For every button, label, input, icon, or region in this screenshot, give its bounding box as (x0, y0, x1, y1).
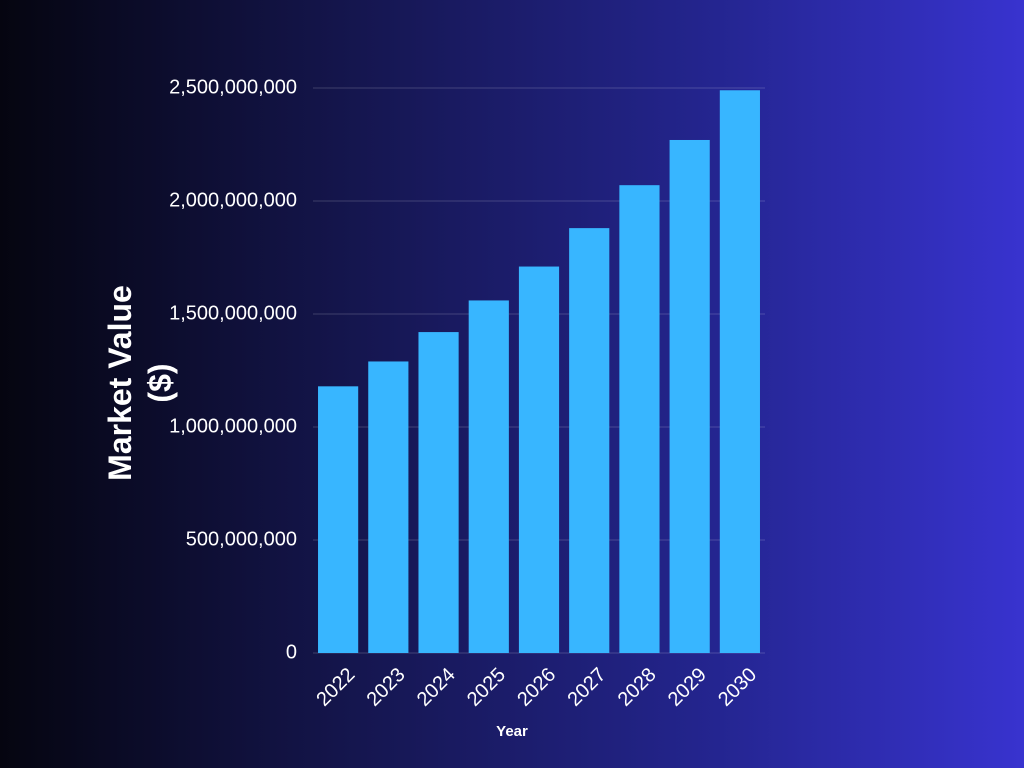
x-tick-label: 2028 (614, 664, 661, 711)
y-axis-title: Market Value ($) (102, 285, 178, 481)
x-tick-label: 2030 (714, 664, 761, 711)
bar (719, 90, 760, 653)
x-tick-label: 2023 (363, 664, 410, 711)
bar (669, 139, 710, 654)
x-axis-title: Year (496, 723, 528, 740)
bar (468, 300, 509, 653)
bar (368, 361, 409, 653)
bar (418, 332, 459, 653)
x-tick-label: 2027 (563, 664, 610, 711)
x-tick-label: 2022 (312, 664, 359, 711)
bar (518, 266, 560, 653)
bar (569, 228, 610, 653)
y-tick-label: 2,000,000,000 (169, 189, 297, 211)
x-tick-label: 2024 (413, 664, 460, 711)
y-tick-label: 0 (286, 641, 297, 663)
x-tick-label: 2026 (513, 664, 560, 711)
y-tick-label: 2,500,000,000 (169, 76, 297, 98)
y-tick-label: 1,000,000,000 (169, 415, 297, 437)
x-tick-label: 2029 (664, 664, 711, 711)
bar (318, 386, 359, 653)
bar (619, 185, 660, 653)
x-tick-label: 2025 (463, 664, 510, 711)
y-tick-label: 500,000,000 (186, 528, 297, 550)
y-tick-label: 1,500,000,000 (169, 302, 297, 324)
